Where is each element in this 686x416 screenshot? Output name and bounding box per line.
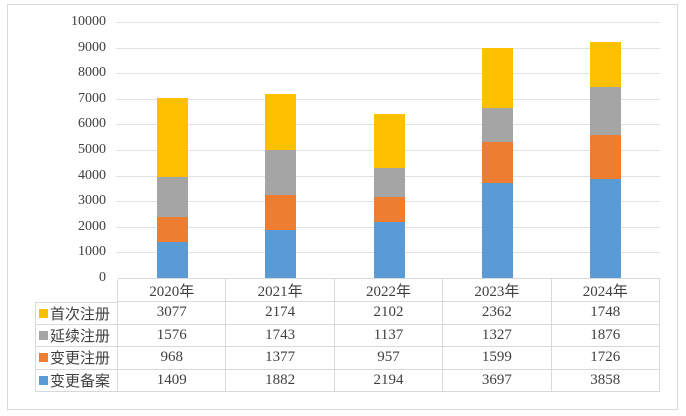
chart-data-table: 2020年 2021年 2022年 2023年 2024年首次注册 3077 2174 210… bbox=[35, 279, 660, 392]
table-value-cell: 1876 bbox=[551, 324, 660, 347]
y-axis-tick-label: 10000 bbox=[71, 14, 106, 29]
table-value-cell: 1576 bbox=[118, 324, 227, 347]
gridline bbox=[116, 98, 660, 100]
bar-segment-首次注册 bbox=[481, 47, 513, 109]
y-axis-tick-label: 3000 bbox=[78, 193, 106, 209]
bar-segment-首次注册 bbox=[265, 94, 297, 150]
y-axis-tick-label: 6000 bbox=[78, 116, 106, 132]
legend-label: 变更备案 bbox=[50, 373, 111, 390]
legend-swatch-icon bbox=[39, 375, 48, 385]
bar-segment-首次注册 bbox=[590, 42, 622, 87]
bar-segment-变更备案 bbox=[481, 183, 513, 278]
y-axis-tick-label: 5000 bbox=[78, 142, 106, 157]
table-value-cell: 1882 bbox=[226, 369, 335, 392]
legend-label: 延续注册 bbox=[50, 328, 111, 345]
y-axis-tick-label: 4000 bbox=[78, 167, 106, 183]
table-value-cell: 1726 bbox=[551, 347, 660, 370]
x-axis-line bbox=[118, 278, 660, 279]
table-value-cell: 2194 bbox=[334, 369, 444, 392]
legend-cell: 变更注册 bbox=[35, 347, 118, 370]
bar-segment-变更注册 bbox=[265, 194, 297, 230]
table-value-cell: 1599 bbox=[443, 347, 552, 370]
legend-swatch-icon bbox=[39, 330, 48, 340]
bar-segment-变更注册 bbox=[481, 142, 513, 184]
legend-label: 变更注册 bbox=[50, 351, 111, 368]
y-axis-tick-label: 2000 bbox=[78, 218, 106, 234]
gridline bbox=[116, 73, 660, 75]
legend-cell: 延续注册 bbox=[35, 324, 118, 347]
bar-segment-延续注册 bbox=[156, 176, 188, 218]
table-value-cell: 957 bbox=[334, 347, 444, 370]
table-header-cell: 2024年 bbox=[551, 279, 660, 302]
table-value-cell: 1327 bbox=[443, 324, 552, 347]
y-axis-tick-label: 8000 bbox=[78, 65, 106, 81]
gridline bbox=[116, 22, 660, 23]
legend-cell: 变更备案 bbox=[35, 369, 118, 392]
table-value-cell: 1743 bbox=[226, 324, 335, 347]
table-value-cell: 2102 bbox=[334, 302, 444, 325]
bar-segment-变更注册 bbox=[590, 135, 622, 180]
bar-segment-变更注册 bbox=[373, 197, 405, 222]
gridline bbox=[116, 47, 660, 49]
table-value-cell: 3697 bbox=[443, 369, 552, 392]
table-value-cell: 968 bbox=[118, 347, 227, 370]
legend-swatch-icon bbox=[39, 353, 48, 363]
bar-segment-首次注册 bbox=[373, 114, 405, 169]
table-value-cell: 2362 bbox=[443, 302, 552, 325]
table-value-cell: 2174 bbox=[226, 302, 335, 325]
table-header-cell: 2021年 bbox=[226, 279, 335, 302]
bar-segment-变更备案 bbox=[156, 241, 188, 278]
bar-segment-变更注册 bbox=[156, 217, 188, 242]
bar-segment-延续注册 bbox=[481, 108, 513, 143]
bar-segment-变更备案 bbox=[590, 179, 622, 278]
y-axis-tick-label: 0 bbox=[99, 270, 106, 285]
chart-frame bbox=[7, 4, 678, 410]
bar-segment-延续注册 bbox=[265, 149, 297, 195]
bar-segment-变更备案 bbox=[373, 221, 405, 278]
table-value-cell: 3858 bbox=[551, 369, 660, 392]
table-header-cell: 2020年 bbox=[118, 279, 227, 302]
table-header-cell: 2022年 bbox=[334, 279, 444, 302]
table-value-cell: 1409 bbox=[118, 369, 227, 392]
bar-segment-延续注册 bbox=[373, 168, 405, 198]
table-header-cell: 2023年 bbox=[443, 279, 552, 302]
bar-segment-变更备案 bbox=[265, 229, 297, 278]
y-axis-tick-label: 1000 bbox=[78, 244, 106, 260]
table-value-cell: 1748 bbox=[551, 302, 660, 325]
table-corner-cell bbox=[35, 279, 118, 302]
legend-swatch-icon bbox=[39, 308, 48, 318]
table-value-cell: 1137 bbox=[334, 324, 444, 347]
y-axis-tick-label: 9000 bbox=[78, 39, 106, 55]
y-axis-tick-label: 7000 bbox=[78, 90, 106, 106]
legend-label: 首次注册 bbox=[50, 306, 111, 323]
legend-cell: 首次注册 bbox=[35, 302, 118, 325]
table-value-cell: 3077 bbox=[118, 302, 227, 325]
table-value-cell: 1377 bbox=[226, 347, 335, 370]
bar-segment-首次注册 bbox=[156, 98, 188, 177]
bar-segment-延续注册 bbox=[590, 87, 622, 136]
